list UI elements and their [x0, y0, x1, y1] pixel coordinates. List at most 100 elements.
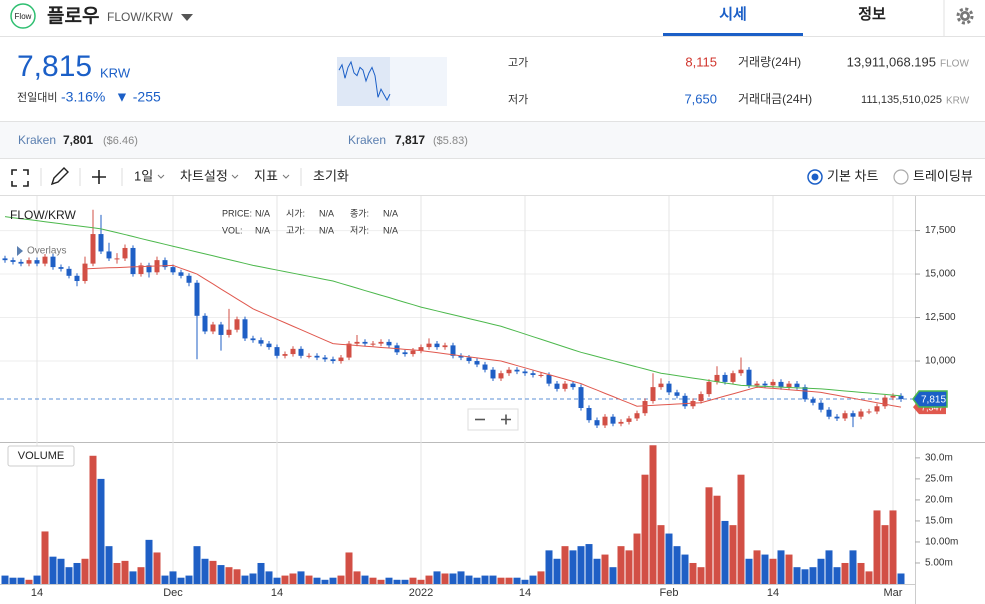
candle-body: [434, 343, 440, 348]
volume-bar: [113, 562, 121, 584]
candle-body: [698, 394, 704, 402]
draw-icon[interactable]: [50, 167, 69, 186]
candle-body: [690, 401, 696, 407]
volume-bar: [825, 550, 833, 584]
x-tick-label: Mar: [884, 587, 903, 599]
volume-bar: [737, 474, 745, 584]
candle-body: [370, 343, 376, 345]
chart-settings[interactable]: 차트설정: [180, 168, 228, 183]
y2-tick-label: 10.00m: [925, 537, 958, 548]
candle-body: [578, 387, 584, 408]
mode[interactable]: 트레이딩뷰: [913, 168, 973, 183]
interval[interactable]: 1일: [134, 168, 153, 183]
candle-body: [674, 392, 680, 396]
tab-underline: [663, 33, 803, 36]
candle-body: [74, 275, 80, 282]
volume-bar: [681, 554, 689, 584]
volume-bar: [673, 546, 681, 584]
indicators[interactable]: 지표: [254, 168, 278, 183]
candle-body: [762, 383, 768, 386]
candle-body: [666, 383, 672, 393]
volume-label-box: [7, 445, 75, 467]
volume-bar: [665, 533, 673, 584]
candle-body: [778, 381, 784, 388]
volume-bar: [233, 569, 241, 584]
candle-body: [354, 341, 360, 344]
volume-bar: [633, 533, 641, 584]
volume-bar: [1, 575, 9, 584]
candle-body: [26, 260, 32, 264]
candle-body: [610, 416, 616, 424]
tab[interactable]: 시세: [719, 6, 747, 23]
candle-body: [746, 369, 752, 386]
volume-bar: [537, 571, 545, 584]
volume-bar: [441, 573, 449, 584]
volume-bar: [105, 546, 113, 584]
zoom-in[interactable]: [501, 414, 511, 425]
radio[interactable]: [893, 169, 909, 185]
candle-body: [298, 348, 304, 356]
settings-icon[interactable]: [956, 7, 974, 25]
price: 7,815: [17, 50, 92, 83]
volume-bar: [177, 577, 185, 584]
candle-body: [122, 247, 128, 259]
chart-title: FLOW/KRW: [10, 208, 76, 222]
candle-body: [498, 373, 504, 379]
candle-body: [226, 329, 232, 335]
volume-bar: [297, 571, 305, 584]
volume-bar: [569, 550, 577, 584]
radio[interactable]: [807, 169, 823, 185]
volume-bar: [689, 562, 697, 584]
candle-body: [194, 282, 200, 316]
volume-bar: [329, 577, 337, 584]
volume-bar: [769, 558, 777, 584]
candle-body: [490, 369, 496, 379]
candle-body: [594, 420, 600, 426]
candle-body: [514, 369, 520, 372]
tab[interactable]: 정보: [858, 5, 886, 23]
volume-bar: [257, 562, 265, 584]
volume-bar: [745, 558, 753, 584]
volume-bar: [865, 571, 873, 584]
crosshair-icon[interactable]: [92, 170, 106, 184]
candle-body: [314, 355, 320, 358]
volume-bar: [289, 573, 297, 584]
candle-body: [234, 319, 240, 330]
stat-unit: KRW: [946, 96, 970, 107]
volume-bar: [449, 573, 457, 584]
volume-bar: [17, 577, 25, 584]
stat-label: 저가: [508, 93, 528, 106]
info-value: N/A: [319, 225, 334, 235]
candle-body: [138, 265, 144, 275]
volume-bar: [249, 573, 257, 584]
candle-body: [410, 350, 416, 355]
candle-body: [506, 369, 512, 374]
volume-bar: [793, 567, 801, 584]
candle-body: [282, 354, 288, 356]
candle-body: [898, 395, 904, 400]
volume-bar: [713, 495, 721, 584]
volume-bar: [593, 558, 601, 584]
candle-body: [330, 359, 336, 362]
volume-bar: [601, 554, 609, 584]
exchange-price: 7,817: [395, 133, 425, 147]
volume-bar: [201, 558, 209, 584]
candle-body: [818, 402, 824, 410]
y2-tick-label: 25.0m: [925, 474, 953, 485]
mini-chart-range: [337, 57, 390, 106]
overlay-toggle[interactable]: [17, 246, 23, 256]
x-tick-label: Dec: [163, 587, 183, 599]
overlays[interactable]: Overlays: [27, 246, 66, 257]
candle-body: [482, 364, 488, 370]
candle-body: [554, 383, 560, 389]
last-price-tag: [912, 390, 948, 408]
price-unit: KRW: [100, 65, 131, 80]
dropdown[interactable]: [181, 14, 193, 21]
mode[interactable]: 기본 차트: [827, 168, 878, 183]
candle-body: [186, 275, 192, 283]
fullscreen-icon[interactable]: [11, 169, 29, 187]
reset[interactable]: 초기화: [313, 168, 349, 183]
x-tick-label: Feb: [660, 587, 679, 599]
volume-bar: [353, 571, 361, 584]
